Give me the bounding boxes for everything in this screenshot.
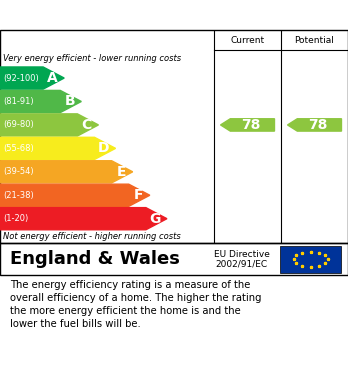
Text: (69-80): (69-80) [3, 120, 34, 129]
Text: (39-54): (39-54) [3, 167, 34, 176]
Bar [280, 246, 341, 273]
Text: (55-68): (55-68) [3, 144, 34, 153]
Text: (1-20): (1-20) [3, 214, 29, 223]
Polygon shape [0, 114, 98, 136]
Text: (81-91): (81-91) [3, 97, 34, 106]
Text: D: D [98, 142, 110, 155]
Text: G: G [150, 212, 161, 226]
Polygon shape [0, 208, 167, 230]
Text: The energy efficiency rating is a measure of the
overall efficiency of a home. T: The energy efficiency rating is a measur… [10, 280, 262, 330]
Text: England & Wales: England & Wales [10, 250, 180, 268]
Polygon shape [221, 119, 275, 131]
Text: Potential: Potential [294, 36, 334, 45]
Text: C: C [82, 118, 92, 132]
Text: Energy Efficiency Rating: Energy Efficiency Rating [9, 7, 230, 23]
Polygon shape [0, 67, 64, 89]
Text: A: A [47, 71, 58, 85]
Text: EU Directive
2002/91/EC: EU Directive 2002/91/EC [214, 249, 270, 269]
Text: B: B [64, 95, 75, 108]
Polygon shape [0, 161, 133, 183]
Text: (92-100): (92-100) [3, 74, 39, 83]
Text: Current: Current [230, 36, 264, 45]
Text: Very energy efficient - lower running costs: Very energy efficient - lower running co… [3, 54, 182, 63]
Polygon shape [0, 90, 81, 113]
Text: (21-38): (21-38) [3, 191, 34, 200]
Text: F: F [134, 188, 143, 202]
Text: 78: 78 [241, 118, 261, 132]
Polygon shape [0, 184, 150, 206]
Polygon shape [0, 137, 116, 160]
Text: E: E [116, 165, 126, 179]
Text: 78: 78 [308, 118, 328, 132]
Text: Not energy efficient - higher running costs: Not energy efficient - higher running co… [3, 232, 181, 241]
Polygon shape [287, 119, 341, 131]
